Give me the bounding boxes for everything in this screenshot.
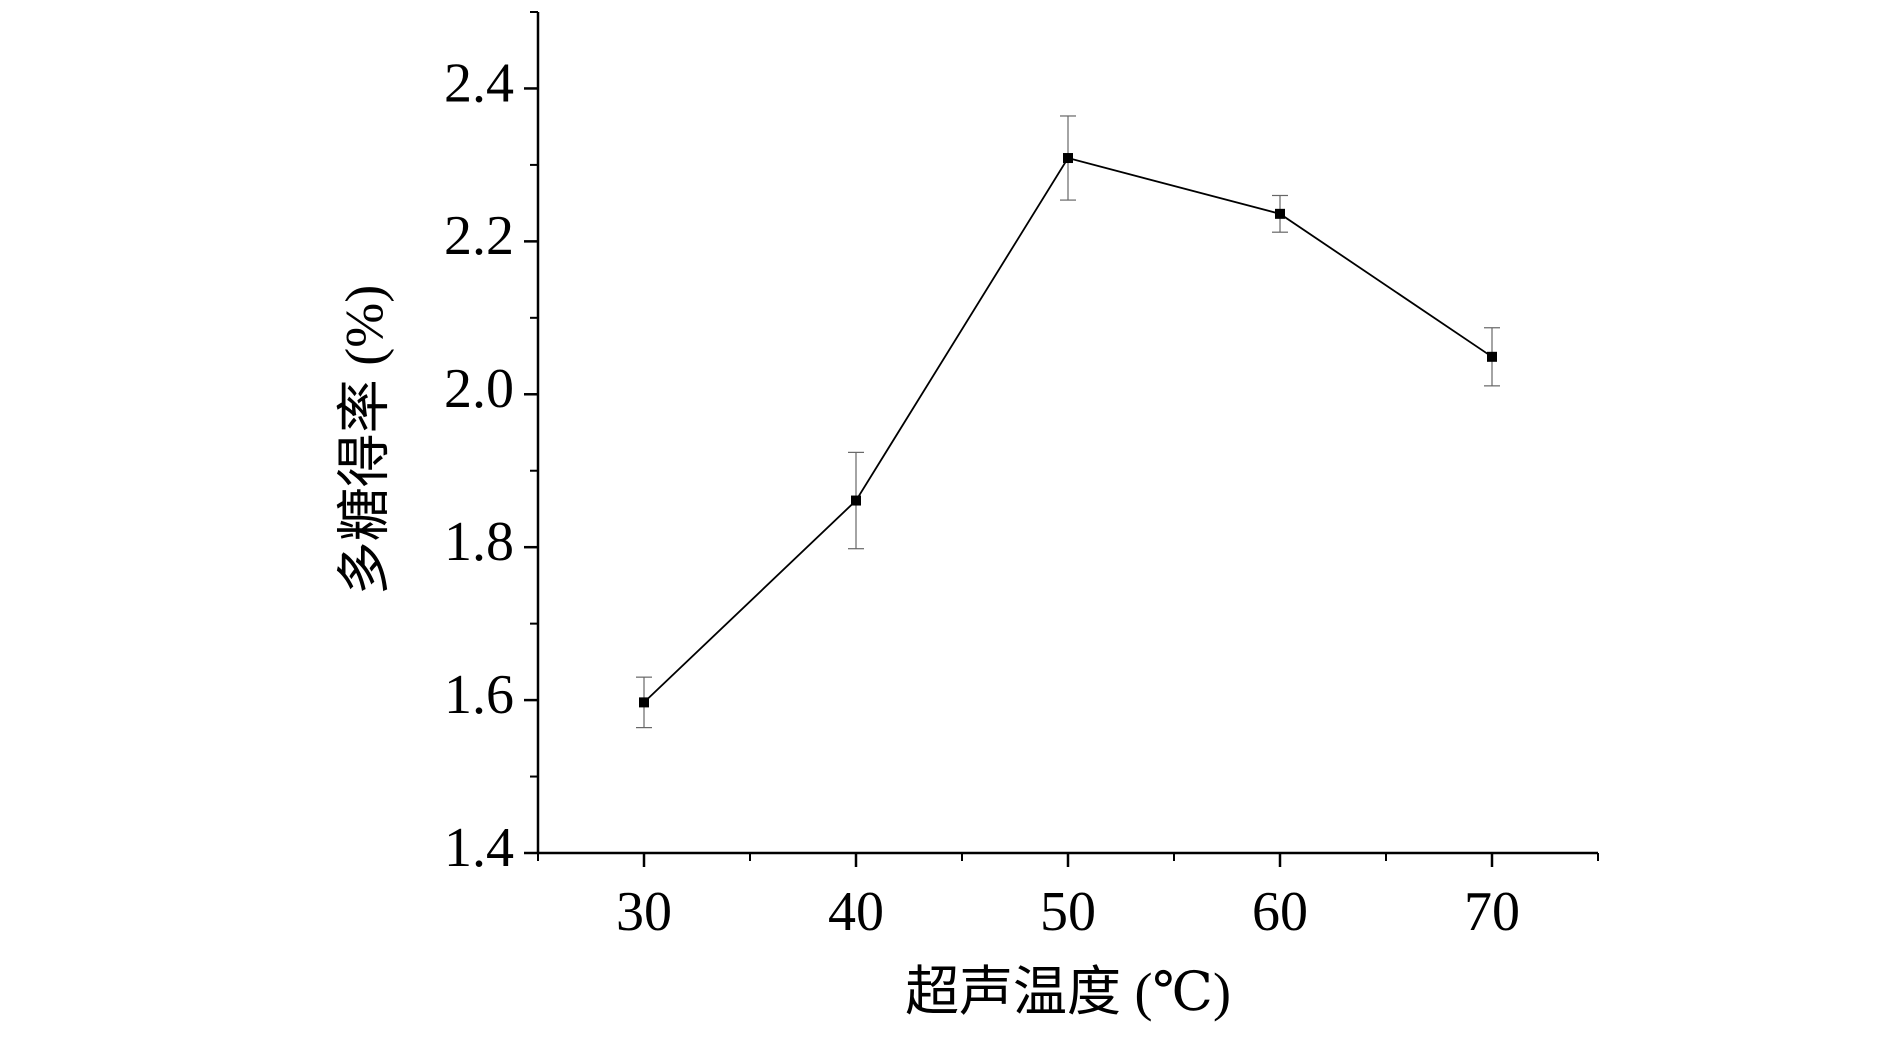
y-tick-label: 2.4	[444, 52, 514, 114]
y-tick-label: 1.8	[444, 511, 514, 573]
x-tick-label: 30	[616, 881, 672, 943]
y-tick-label: 1.4	[444, 817, 514, 879]
y-tick-label: 2.0	[444, 358, 514, 420]
x-tick-label: 40	[828, 881, 884, 943]
marker	[639, 697, 649, 708]
marker	[1063, 153, 1073, 164]
x-tick-label: 60	[1252, 881, 1308, 943]
marker	[1275, 208, 1285, 219]
y-tick-label: 1.6	[444, 664, 514, 726]
x-axis-label: 超声温度 (℃)	[905, 962, 1231, 1022]
marker	[851, 495, 861, 506]
y-tick-label: 2.2	[444, 205, 514, 267]
line	[643, 156, 1493, 704]
x-tick-label: 50	[1040, 881, 1096, 943]
marker	[1487, 351, 1497, 362]
y-axis-label: 多糖得率 (%)	[334, 285, 394, 595]
x-tick-label: 70	[1464, 881, 1520, 943]
